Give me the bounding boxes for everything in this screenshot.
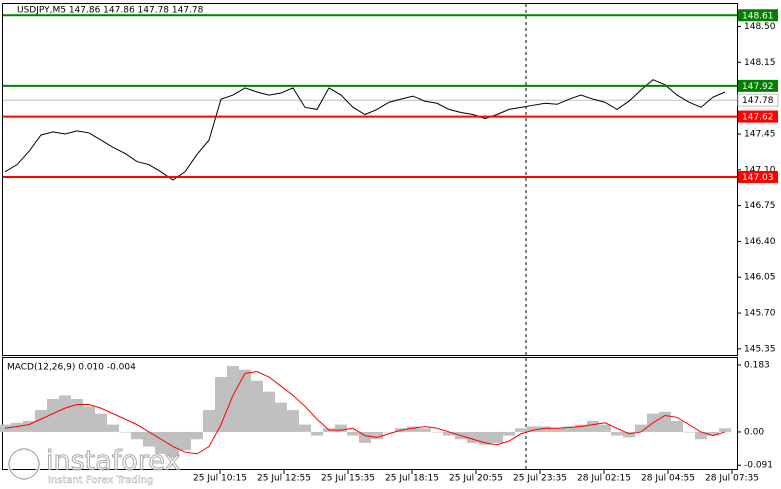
histogram-bar [575,424,587,432]
histogram-bar [707,431,719,436]
histogram-bar [23,420,35,432]
level-label-box [738,170,778,183]
histogram-bar [419,428,431,432]
x-tick-label: 25 Jul 23:35 [513,474,567,484]
x-tick-label: 28 Jul 04:55 [641,474,695,484]
histogram-bar [431,431,443,433]
histogram-bar [83,406,95,432]
histogram-bar [491,431,503,443]
y-tick-label: 147.45 [744,129,776,139]
histogram-bar [167,431,179,458]
current-price-box [737,93,779,107]
histogram-bar [611,431,623,436]
x-tick-label: 25 Jul 10:15 [193,474,247,484]
x-tick-label: 25 Jul 18:15 [385,474,439,484]
histogram-bar [563,426,575,432]
x-tick-label: 28 Jul 02:15 [577,474,631,484]
histogram-bar [371,431,383,440]
histogram-bar [695,431,707,440]
y-tick-label: 0.00 [744,427,764,437]
main-frame [2,3,738,356]
y-tick-label: 0.183 [744,360,770,370]
level-label: 147.62 [742,113,774,123]
y-tick-label: 148.15 [744,58,776,68]
histogram-bar [287,409,299,432]
histogram-bar [635,424,647,432]
watermark: instaforex Instant Forex Trading [7,445,181,486]
y-tick-label: 146.05 [744,273,776,283]
histogram-bar [47,398,59,432]
y-tick-label: 145.35 [744,344,776,354]
histogram-bar [719,428,731,432]
histogram-bar [599,424,611,432]
level-label: 147.92 [742,82,774,92]
watermark-tagline: Instant Forex Trading [48,475,153,486]
histogram-bar [407,426,419,432]
level-label: 147.03 [742,173,774,183]
histogram-bar [467,431,479,443]
x-tick-label: 25 Jul 12:55 [257,474,311,484]
level-label: 148.61 [742,11,774,21]
histogram-bar [335,424,347,432]
x-tick-label: 25 Jul 15:35 [321,474,375,484]
signal-line [4,371,726,455]
histogram-bar [623,431,635,438]
watermark-brand: instaforex [46,446,180,477]
histogram-bar [527,426,539,432]
x-tick-label: 25 Jul 20:55 [449,474,503,484]
histogram-bar [239,369,251,432]
price-line [4,79,726,181]
macd-title: MACD(12,26,9) 0.010 -0.004 [7,363,136,373]
y-tick-label: 146.40 [744,237,776,247]
histogram-bar [551,428,563,432]
histogram-bar [95,413,107,432]
histogram-bar [539,426,551,432]
y-tick-label: -0.091 [744,461,773,471]
level-label-box [738,110,778,123]
histogram-bar [299,424,311,432]
level-label-box [738,9,778,22]
histogram-bar [131,431,143,440]
histogram-bar [683,431,695,433]
histogram-bar [179,431,191,451]
histogram-bar [11,422,23,432]
histogram-bar [203,409,215,432]
histogram-bar [107,424,119,432]
histogram-bar [251,380,263,432]
y-tick-label: 147.10 [744,165,776,175]
histogram-bar [515,428,527,432]
histogram-bar [71,398,83,432]
histogram-bar [263,391,275,432]
histogram-bar [119,431,131,433]
histogram-bar [275,402,287,432]
histogram-bar [659,411,671,432]
histogram-bar [191,431,203,440]
histogram-bar [671,420,683,432]
histogram-bar [311,431,323,436]
histogram-bar [59,395,71,432]
histogram-bar [35,409,47,432]
x-tick-label: 28 Jul 07:35 [705,474,759,484]
histogram-bar [443,431,455,436]
histogram-bar [383,431,395,433]
histogram-bar [347,431,359,436]
y-tick-label: 146.75 [744,201,776,211]
histogram-bar [143,431,155,447]
level-label-box [738,79,778,92]
watermark-logo [8,448,40,480]
histogram-bar [359,431,371,443]
y-tick-label: 148.50 [744,22,776,32]
macd-frame [2,357,738,470]
histogram-bar [587,420,599,432]
histogram-bar [227,366,239,432]
current-price-label: 147.78 [742,96,774,106]
chart-title: USDJPY,M5 147.86 147.86 147.78 147.78 [17,6,204,16]
y-tick-label: 145.70 [744,309,776,319]
histogram-bar [503,431,515,436]
